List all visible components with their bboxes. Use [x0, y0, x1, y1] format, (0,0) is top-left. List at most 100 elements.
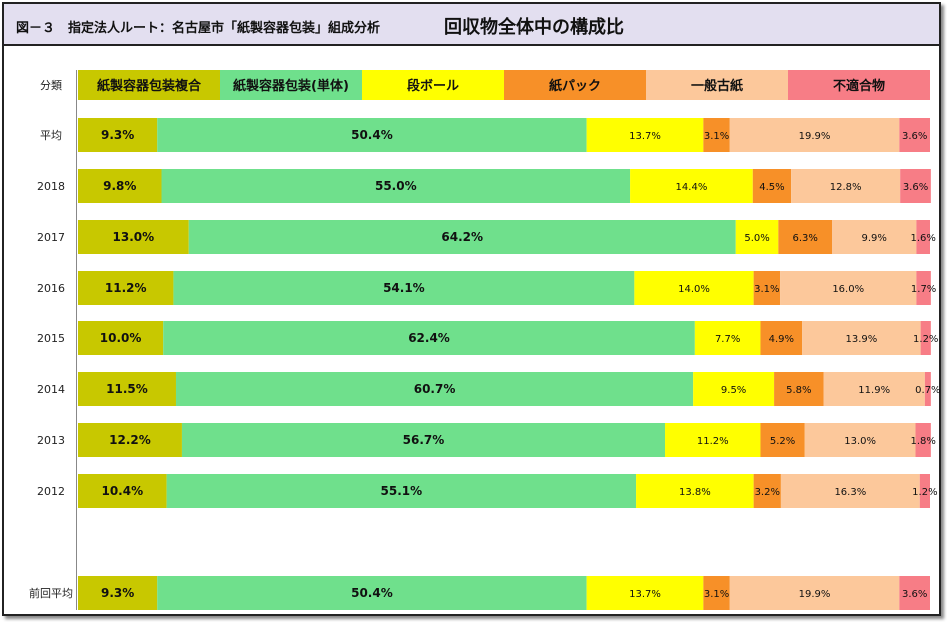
bar-segment: [899, 576, 930, 610]
data-label: 14.0%: [678, 284, 710, 295]
bar-segment: [753, 271, 781, 305]
data-label: 1.8%: [910, 436, 935, 447]
bar-segment: [157, 576, 587, 610]
data-label: 9.5%: [721, 385, 746, 396]
category-axis-line: [76, 70, 77, 610]
bar-segment: [791, 169, 901, 203]
bar-segment: [586, 576, 704, 610]
category-label: 平均: [40, 129, 62, 142]
legend-swatch: [646, 70, 788, 100]
legend-label: 一般古紙: [691, 78, 743, 94]
bar-segment: [636, 474, 754, 508]
data-label: 62.4%: [408, 331, 450, 345]
legend-swatch: [78, 70, 220, 100]
bar-segment: [665, 423, 761, 457]
bar-segment: [78, 118, 158, 152]
bar-segment: [916, 271, 931, 305]
bar-segment: [778, 220, 833, 254]
data-label: 13.0%: [113, 230, 155, 244]
category-label: 2013: [37, 434, 65, 447]
data-label: 50.4%: [351, 586, 393, 600]
data-label: 19.9%: [799, 589, 831, 600]
data-label: 64.2%: [441, 230, 483, 244]
data-label: 4.5%: [759, 182, 784, 193]
legend-label: 不適合物: [833, 78, 885, 94]
bar-segment: [157, 118, 587, 152]
category-label: 2014: [37, 383, 65, 396]
bar-segment: [753, 474, 781, 508]
legend-swatch: [362, 70, 504, 100]
bar-segment: [919, 474, 930, 508]
data-label: 1.2%: [913, 334, 938, 345]
data-label: 16.0%: [832, 284, 864, 295]
data-label: 11.9%: [858, 385, 890, 396]
chart-frame: [2, 2, 941, 616]
data-label: 13.7%: [629, 589, 661, 600]
bar-segment: [899, 118, 930, 152]
category-label: 2015: [37, 332, 65, 345]
bar-segment: [900, 169, 931, 203]
data-label: 11.2%: [105, 281, 147, 295]
data-label: 5.0%: [744, 233, 769, 244]
bar-segment: [78, 220, 189, 254]
data-label: 54.1%: [383, 281, 425, 295]
bar-segment: [780, 271, 917, 305]
data-label: 7.7%: [715, 334, 740, 345]
bar-segment: [693, 372, 775, 406]
data-label: 12.2%: [109, 433, 151, 447]
bar-segment: [703, 118, 730, 152]
category-header-label: 分類: [40, 79, 62, 92]
bar-segment: [586, 118, 704, 152]
bar-segment: [634, 271, 754, 305]
data-label: 1.6%: [910, 233, 935, 244]
bar-segment: [924, 372, 931, 406]
bar-segment: [181, 423, 666, 457]
bar-segment: [920, 321, 931, 355]
data-label: 5.2%: [770, 436, 795, 447]
data-label: 6.3%: [792, 233, 817, 244]
category-label: 2018: [37, 180, 65, 193]
data-label: 3.1%: [704, 131, 729, 142]
data-label: 11.5%: [106, 382, 148, 396]
bar-segment: [78, 423, 182, 457]
bar-segment: [173, 271, 635, 305]
legend-label: 段ボール: [407, 78, 459, 94]
data-label: 3.6%: [903, 182, 928, 193]
legend-label: 紙製容器包装(単体): [233, 78, 349, 94]
bar-segment: [760, 423, 805, 457]
data-label: 5.8%: [786, 385, 811, 396]
data-label: 3.2%: [755, 487, 780, 498]
bar-segment: [760, 321, 803, 355]
bar-segment: [774, 372, 824, 406]
chart-title: 回収物全体中の構成比: [444, 17, 624, 38]
data-label: 13.0%: [844, 436, 876, 447]
data-label: 9.3%: [101, 586, 134, 600]
bar-segment: [823, 372, 925, 406]
legend-swatch: [504, 70, 646, 100]
data-label: 12.8%: [830, 182, 862, 193]
bar-segment: [175, 372, 694, 406]
bar-segment: [735, 220, 779, 254]
category-label: 前回平均: [29, 586, 73, 600]
data-label: 3.6%: [902, 589, 927, 600]
legend-swatch: [788, 70, 930, 100]
data-label: 9.8%: [103, 179, 136, 193]
bar-segment: [729, 576, 900, 610]
bar-segment: [188, 220, 736, 254]
chart-header: 図－３ 指定法人ルート：名古屋市「紙製容器包装」組成分析 回収物全体中の構成比: [4, 4, 939, 46]
data-label: 50.4%: [351, 128, 393, 142]
data-label: 1.2%: [912, 487, 937, 498]
data-label: 19.9%: [799, 131, 831, 142]
data-label: 3.1%: [754, 284, 779, 295]
bar-segment: [78, 321, 164, 355]
data-label: 14.4%: [676, 182, 708, 193]
category-label: 2017: [37, 231, 65, 244]
data-label: 13.7%: [629, 131, 661, 142]
bar-segment: [630, 169, 753, 203]
data-label: 13.9%: [846, 334, 878, 345]
legend-label: 紙製容器包装複合: [97, 78, 202, 94]
legend-label: 紙パック: [549, 78, 601, 94]
bar-segment: [703, 576, 730, 610]
bar-segment: [916, 220, 930, 254]
data-label: 56.7%: [403, 433, 445, 447]
